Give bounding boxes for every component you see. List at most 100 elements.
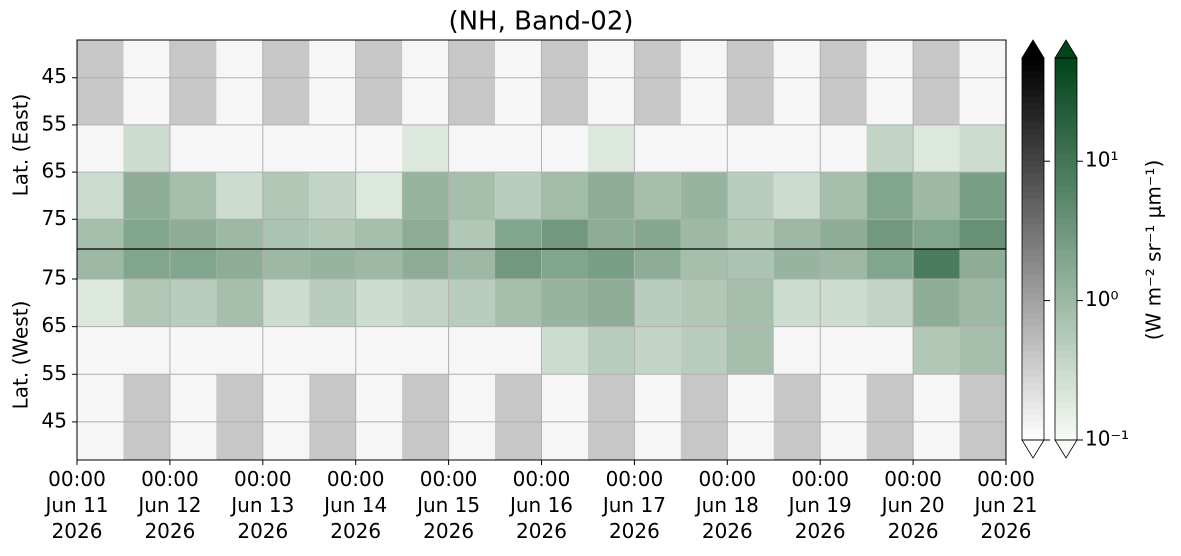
colorbar-segment: [1022, 147, 1044, 154]
colorbar-segment: [1022, 210, 1044, 218]
colorbar-extend: [1054, 439, 1078, 459]
colorbar-segment: [1055, 115, 1077, 123]
green-cell: [820, 249, 867, 280]
green-cell: [727, 172, 774, 220]
green-cell: [216, 172, 263, 220]
colorbar-segment: [1022, 312, 1044, 320]
green-cell: [495, 249, 542, 280]
gray-cell: [680, 421, 728, 460]
colorbar-segment: [1055, 217, 1077, 225]
colorbar-segment: [1055, 64, 1077, 72]
colorbar-segment: [1055, 363, 1077, 371]
colorbar-segment: [1055, 350, 1077, 358]
green-cell: [169, 279, 217, 327]
colorbar-segment: [1055, 128, 1077, 135]
green-cell: [448, 249, 496, 280]
green-cell: [587, 326, 635, 375]
colorbar-segment: [1022, 338, 1044, 345]
colorbar-tick-label: 10⁰: [1085, 287, 1118, 311]
colorbar-segment: [1055, 376, 1077, 384]
green-cell: [309, 172, 356, 220]
y-tick-label: 65: [42, 313, 67, 337]
colorbar-segment: [1022, 369, 1044, 377]
colorbar-segment: [1055, 249, 1077, 256]
colorbar-segment: [1055, 287, 1077, 295]
colorbar-tick-label: 10¹: [1085, 148, 1118, 172]
green-cell: [123, 279, 170, 327]
colorbar-segment: [1055, 159, 1077, 167]
green-cell: [727, 219, 774, 249]
green-cell: [216, 219, 263, 249]
colorbar-segment: [1055, 382, 1077, 390]
colorbar-segment: [1055, 280, 1077, 288]
colorbar-segment: [1022, 166, 1044, 174]
gray-cell: [541, 40, 588, 78]
green-cell: [773, 172, 821, 220]
colorbar-segment: [1022, 408, 1044, 416]
green-cell: [727, 326, 774, 375]
colorbar-segment: [1055, 236, 1077, 244]
colorbar-segment: [1022, 115, 1044, 123]
colorbar-segment: [1022, 96, 1044, 104]
green-cell: [541, 326, 588, 375]
x-tick-label: 00:00 Jun 18 2026: [695, 467, 759, 543]
colorbar-segment: [1055, 242, 1077, 250]
colorbar-segment: [1022, 58, 1044, 65]
gray-cell: [727, 40, 774, 78]
green-cell: [123, 124, 170, 173]
colorbar-segment: [1055, 89, 1077, 97]
y-tick-label: 55: [42, 361, 67, 385]
colorbar-segment: [1022, 108, 1044, 116]
colorbar-segment: [1055, 210, 1077, 218]
colorbar-segment: [1022, 382, 1044, 390]
colorbar-segment: [1055, 414, 1077, 422]
green-cell: [402, 124, 449, 173]
gray-cell: [820, 77, 867, 125]
gray-cell: [634, 40, 681, 78]
colorbar-segment: [1022, 153, 1044, 161]
y-tick-label: 45: [42, 408, 67, 432]
colorbar-segment: [1022, 178, 1044, 186]
colorbar-segment: [1022, 140, 1044, 148]
green-cell: [402, 219, 449, 249]
colorbar-segment: [1055, 369, 1077, 377]
green-cell: [355, 249, 403, 280]
green-cell: [402, 249, 449, 280]
gray-cell: [402, 421, 449, 460]
colorbar-segment: [1055, 140, 1077, 148]
gray-cell: [866, 421, 914, 460]
green-cell: [913, 172, 960, 220]
colorbar-segment: [1022, 121, 1044, 129]
gray-cell: [680, 374, 728, 422]
colorbar-segment: [1055, 401, 1077, 409]
colorbar-segment: [1022, 420, 1044, 428]
colorbar-segment: [1055, 166, 1077, 174]
x-tick-label: 00:00 Jun 19 2026: [788, 467, 852, 543]
gray-cell: [216, 374, 263, 422]
colorbar-segment: [1055, 325, 1077, 333]
colorbar-segment: [1022, 268, 1044, 275]
y-tick-label: 45: [42, 64, 67, 88]
colorbar-segment: [1055, 299, 1077, 307]
colorbar-label: (W m⁻² sr⁻¹ μm⁻¹): [1142, 160, 1166, 341]
green-cell: [355, 279, 403, 327]
green-cell: [495, 279, 542, 327]
colorbar-segment: [1022, 70, 1044, 78]
green-cell: [866, 172, 914, 220]
colorbar-segment: [1022, 185, 1044, 193]
gray-cell: [77, 40, 124, 78]
colorbar-segment: [1022, 280, 1044, 288]
green-cell: [448, 219, 496, 249]
colorbar-segment: [1022, 414, 1044, 422]
green-cell: [727, 279, 774, 327]
colorbar-segment: [1055, 178, 1077, 186]
green-cell: [355, 172, 403, 220]
colorbar-tick-label: 10⁻¹: [1085, 427, 1129, 451]
colorbar-segment: [1055, 102, 1077, 110]
gray-cell: [355, 77, 403, 125]
colorbar-segment: [1022, 293, 1044, 301]
colorbar-segment: [1022, 376, 1044, 384]
colorbar-segment: [1022, 331, 1044, 339]
gray-cell: [959, 374, 1006, 422]
green-cell: [448, 279, 496, 327]
